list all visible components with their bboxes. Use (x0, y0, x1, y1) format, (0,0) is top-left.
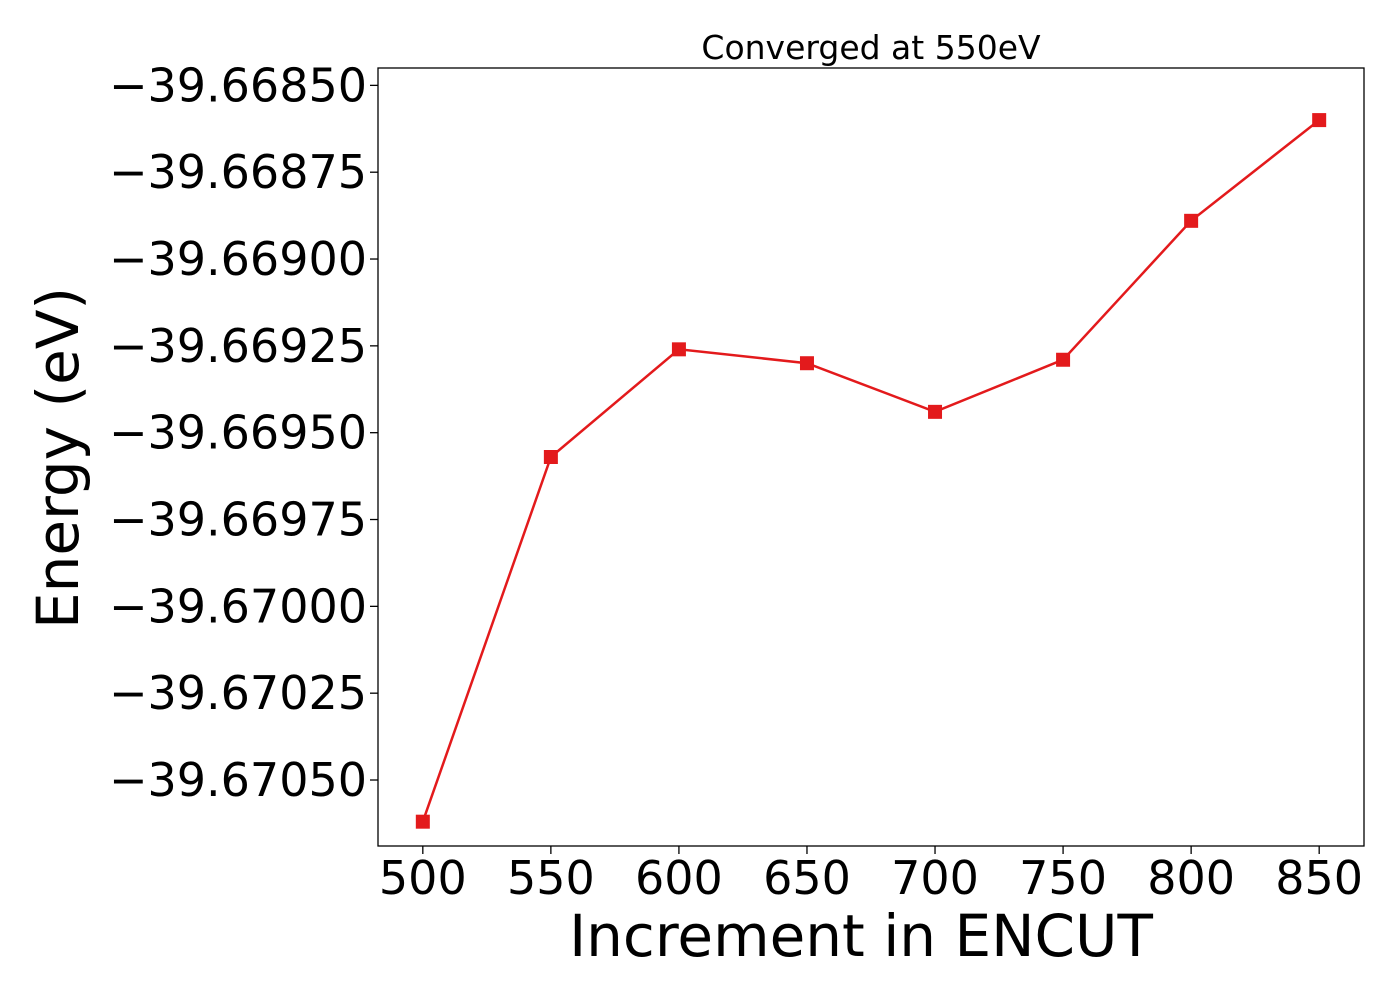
x-tick-label: 550 (507, 851, 595, 905)
data-point-marker (799, 356, 814, 371)
y-axis-label: Energy (eV) (24, 287, 92, 629)
plot-frame (377, 67, 1365, 847)
data-point-marker (1312, 113, 1327, 128)
y-tick-label: −39.66875 (109, 145, 367, 199)
data-point-marker (671, 342, 686, 357)
series-line (421, 119, 1320, 823)
data-point-marker (928, 404, 943, 419)
x-tick-label: 700 (891, 851, 979, 905)
x-tick-label: 500 (379, 851, 467, 905)
data-point-marker (543, 450, 558, 464)
x-axis-ticks: 500 550 600 650 700 750 800 850 (379, 846, 1363, 905)
chart-title: Converged at 550eV (701, 28, 1041, 67)
x-tick-label: 850 (1275, 851, 1363, 905)
y-tick-label: −39.67050 (109, 753, 367, 807)
x-tick-label: 600 (635, 851, 723, 905)
data-point-marker (1184, 213, 1199, 228)
series-layer (415, 113, 1327, 829)
y-tick-label: −39.67025 (109, 666, 367, 720)
y-tick-label: −39.66950 (109, 406, 367, 460)
data-point-marker (415, 814, 430, 829)
y-tick-label: −39.66900 (109, 232, 367, 286)
y-axis-ticks: −39.66850 −39.66875 −39.66900 −39.66925 −39.… (109, 58, 378, 807)
y-tick-label: −39.66975 (109, 493, 367, 547)
y-tick-label: −39.66925 (109, 319, 367, 373)
x-axis-label: Increment in ENCUT (569, 902, 1153, 970)
x-tick-label: 800 (1147, 851, 1235, 905)
x-tick-label: 750 (1019, 851, 1107, 905)
data-point-marker (1056, 352, 1071, 367)
x-tick-label: 650 (763, 851, 851, 905)
y-tick-label: −39.67000 (109, 579, 367, 633)
y-tick-label: −39.66850 (109, 58, 367, 112)
